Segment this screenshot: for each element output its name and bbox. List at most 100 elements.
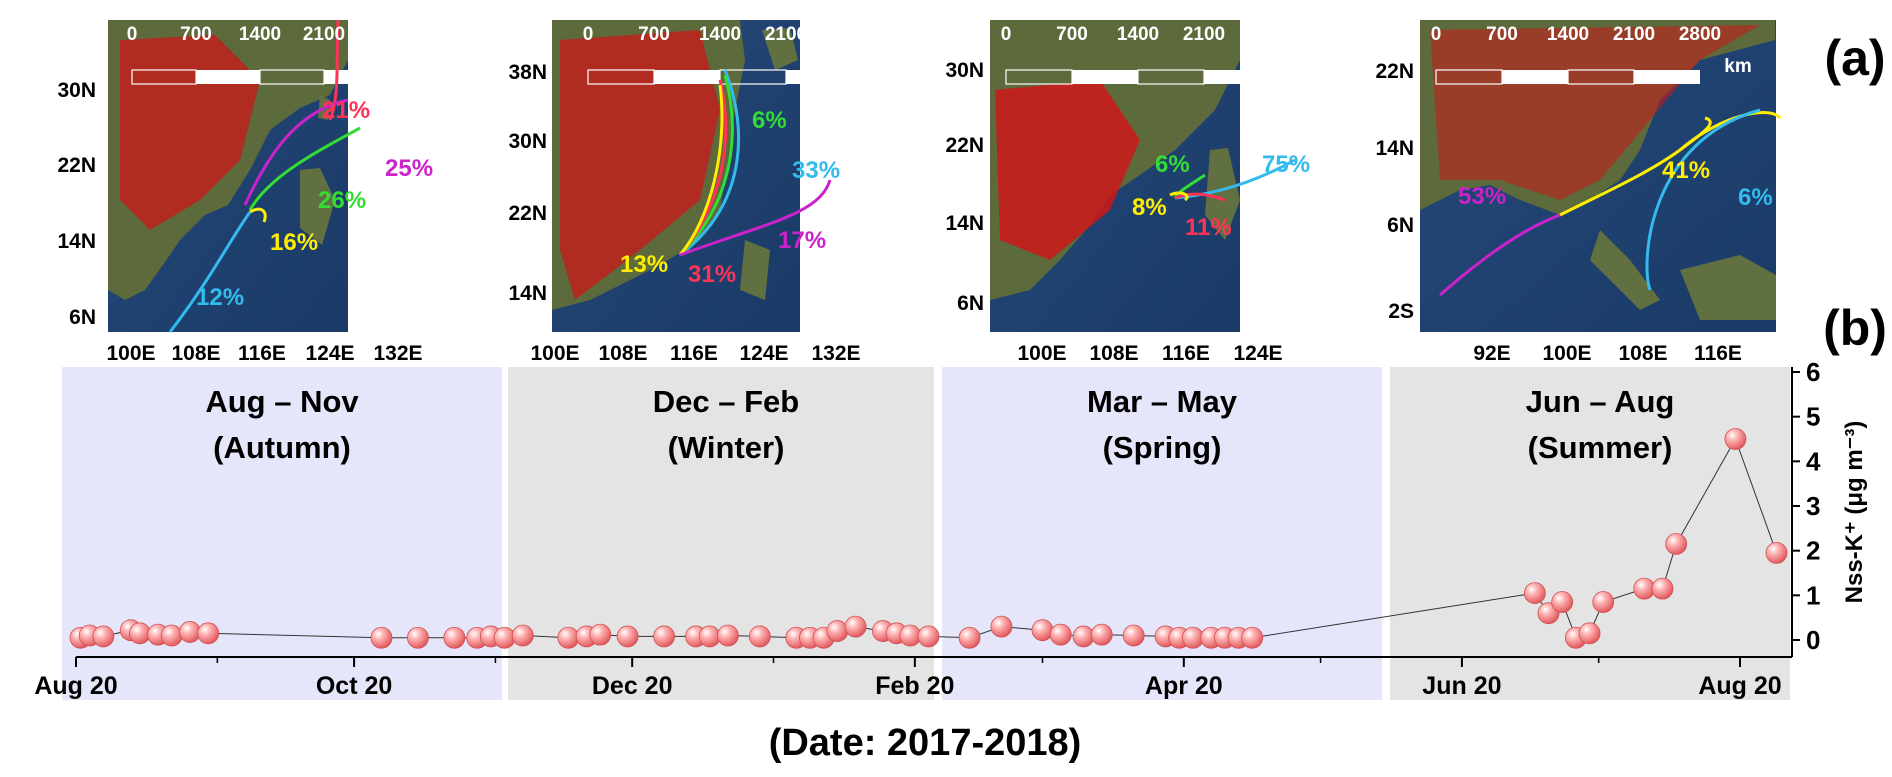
data-markers <box>69 428 1788 649</box>
season-subtitle: (Spring) <box>1103 430 1222 465</box>
data-point-marker <box>1551 591 1574 613</box>
map-summer-scalebar-seg <box>1502 70 1568 84</box>
x-axis-ticks: Aug 20 Oct 20 Dec 20 Feb 20 Apr 20 Jun 20 Aug … <box>34 657 1782 700</box>
data-point-marker <box>160 624 183 647</box>
y-tick-label: 5 <box>1806 402 1820 432</box>
season-band-autumn <box>62 367 502 700</box>
season-title: Aug – Nov <box>205 384 359 419</box>
data-point-marker <box>197 622 220 645</box>
y-tick-label: 1 <box>1806 580 1820 610</box>
data-point-marker <box>1578 622 1601 645</box>
season-subtitle: (Autumn) <box>213 430 351 465</box>
data-point-marker <box>1523 582 1546 604</box>
map-summer-scalebar-seg <box>1634 70 1700 84</box>
y-tick-label: 0 <box>1806 625 1820 655</box>
trajectory-line <box>249 207 267 223</box>
lon-label: 92E <box>1473 342 1510 365</box>
data-point-marker <box>443 626 466 649</box>
lat-label: 30N <box>508 130 547 153</box>
cluster-percent-label: 6% <box>1738 184 1773 211</box>
lat-label: 22N <box>1375 60 1414 83</box>
longitude-labels: 100E 108E 116E 124E 132E 100E 108E 116E … <box>106 342 1741 365</box>
y-tick-label: 4 <box>1806 446 1821 476</box>
map-winter-fire-area <box>560 30 720 300</box>
scale-unit-label: km <box>401 56 428 77</box>
y-tick-label: 6 <box>1806 357 1820 387</box>
map-summer-fire-area <box>1430 25 1760 200</box>
data-point-marker <box>748 625 771 648</box>
scale-tick-label: 2800 <box>367 24 409 45</box>
data-point-marker <box>1241 626 1264 649</box>
data-point-marker <box>589 623 612 646</box>
scale-tick-label: 2100 <box>1183 24 1225 45</box>
map-winter-scalebar-seg <box>654 70 720 84</box>
cluster-percent-label: 11% <box>1185 214 1232 241</box>
data-point-marker <box>1031 619 1054 642</box>
cluster-percent-label: 33% <box>792 157 840 184</box>
trajectory-line <box>243 98 349 206</box>
map-autumn-scalebar-seg <box>324 70 388 84</box>
scale-tick-label: 2800 <box>1679 24 1721 45</box>
trajectory-line <box>328 19 340 121</box>
cluster-percent-label: 17% <box>778 227 826 254</box>
trajectory-line <box>1439 213 1561 297</box>
data-point-marker <box>844 615 867 638</box>
trajectory-line <box>679 69 741 257</box>
x-tick-label: Dec 20 <box>592 672 673 700</box>
scale-tick-label: 0 <box>127 24 138 45</box>
time-series-panel: Aug – Nov (Autumn) Dec – Feb (Winter) Ma… <box>34 357 1868 764</box>
lon-label: 132E <box>811 342 860 365</box>
cluster-percentages: 21% 25% 26% 16% 12% 6% 33% 17% 13% 31% 6… <box>196 97 1773 311</box>
season-title: Dec – Feb <box>653 384 799 419</box>
data-point-marker <box>1090 623 1113 646</box>
lon-label: 100E <box>1017 342 1066 365</box>
scale-tick-label: 1400 <box>1117 24 1159 45</box>
scale-tick-label: 0 <box>1431 24 1442 45</box>
lon-label: 116E <box>670 342 718 365</box>
data-point-marker <box>990 615 1013 638</box>
trajectory-line <box>679 179 832 257</box>
data-point-marker <box>128 622 151 645</box>
x-tick-label: Jun 20 <box>1422 672 1501 700</box>
data-point-marker <box>958 626 981 649</box>
latitude-labels: 30N 22N 14N 6N 38N 30N 22N 14N 30N 22N 1… <box>57 59 1414 329</box>
season-title: Mar – May <box>1087 384 1238 419</box>
map-summer-sumatra <box>1590 230 1660 310</box>
map-spring-scalebar-seg <box>1072 70 1138 84</box>
y-tick-label: 3 <box>1806 491 1820 521</box>
lon-label: 108E <box>171 342 220 365</box>
scale-tick-label: 1400 <box>239 24 281 45</box>
map-spring-philippines <box>1205 148 1240 240</box>
lat-label: 6N <box>69 306 96 329</box>
map-spring <box>990 20 1296 332</box>
trajectory-line <box>248 126 361 211</box>
lon-label: 100E <box>530 342 579 365</box>
scale-tick-label: 700 <box>180 24 212 45</box>
lat-label: 14N <box>57 230 96 253</box>
map-winter-philippines <box>740 240 770 300</box>
scale-tick-label: 0 <box>583 24 594 45</box>
data-point-marker <box>493 626 516 649</box>
x-tick-label: Oct 20 <box>316 672 392 700</box>
season-band-winter <box>508 367 934 700</box>
map-autumn-philippines <box>300 168 335 245</box>
scale-tick-label: 2800 <box>831 24 873 45</box>
lat-label: 14N <box>508 282 547 305</box>
panel-label-a: (a) <box>1824 30 1885 86</box>
scale-unit-label: km <box>1724 56 1751 77</box>
cluster-percent-label: 6% <box>1155 151 1190 178</box>
data-point-marker <box>653 625 675 648</box>
cluster-percent-label: 53% <box>1458 183 1506 210</box>
scale-tick-label: 700 <box>638 24 670 45</box>
lat-label: 2S <box>1388 300 1414 323</box>
lon-label: 116E <box>1694 342 1742 365</box>
data-point-marker <box>407 626 429 649</box>
y-tick-label: 2 <box>1806 536 1820 566</box>
lat-label: 6N <box>957 292 984 315</box>
data-point-marker <box>1651 577 1674 600</box>
map-winter-japan <box>762 28 798 70</box>
data-point-marker <box>717 624 739 647</box>
scale-tick-label: 700 <box>1056 24 1088 45</box>
scale-tick-label: 1400 <box>699 24 741 45</box>
cluster-percent-label: 8% <box>1132 194 1167 221</box>
